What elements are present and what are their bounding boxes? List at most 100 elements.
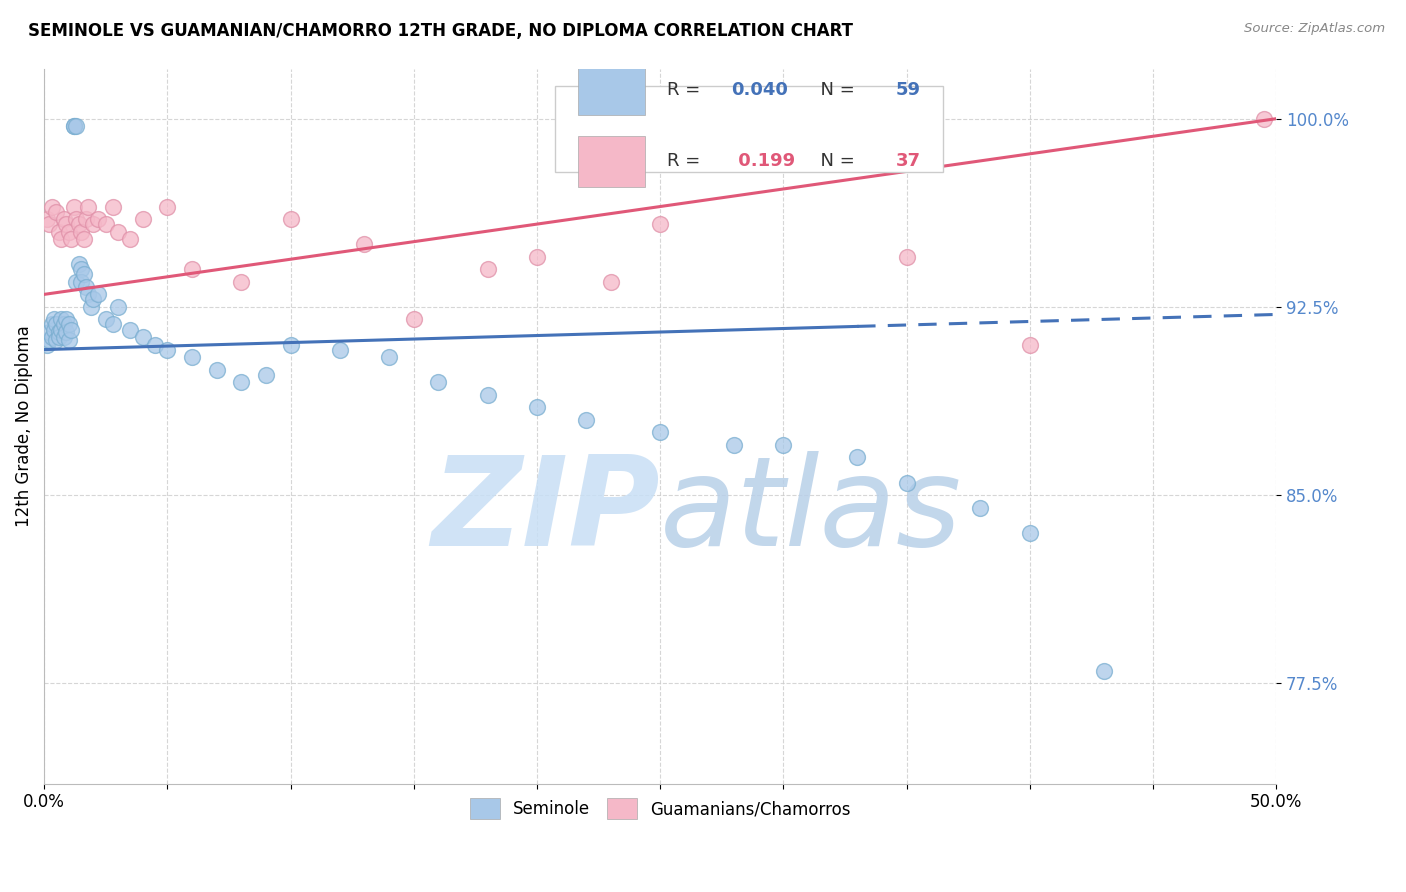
FancyBboxPatch shape [555, 87, 943, 172]
Point [51, 322, 73, 336]
Point [120, 322, 142, 336]
Point [477, 388, 499, 402]
Point [70, 275, 93, 289]
Point [205, 362, 228, 376]
Point [477, 262, 499, 277]
Point [51, 312, 73, 326]
Point [231, 375, 253, 389]
Point [62, 200, 84, 214]
Point [38, 217, 60, 231]
Point [55, 312, 77, 326]
Text: 59: 59 [896, 81, 921, 99]
Point [427, 375, 450, 389]
Point [48, 225, 70, 239]
Point [969, 500, 991, 515]
Point [101, 200, 124, 214]
Point [42, 312, 65, 326]
Point [526, 401, 548, 415]
Point [60, 232, 83, 246]
Point [231, 275, 253, 289]
Text: R =: R = [668, 81, 706, 99]
Point [65, 120, 87, 134]
Text: 0.199: 0.199 [731, 153, 794, 170]
Point [72, 268, 94, 282]
Point [353, 237, 375, 252]
Point [94, 312, 117, 326]
Point [58, 333, 80, 347]
Point [70, 225, 93, 239]
Text: ZIP: ZIP [432, 451, 659, 573]
Point [1018, 337, 1040, 351]
Text: 37: 37 [896, 153, 921, 170]
Point [52, 318, 75, 332]
Text: R =: R = [668, 153, 706, 170]
Point [65, 275, 87, 289]
Point [402, 312, 425, 326]
Point [38, 333, 60, 347]
Point [254, 368, 277, 382]
Text: atlas: atlas [659, 451, 962, 573]
Point [42, 322, 65, 336]
Point [772, 438, 794, 452]
Point [723, 438, 745, 452]
Point [181, 350, 204, 364]
Point [35, 212, 58, 227]
Point [131, 212, 153, 227]
Point [156, 343, 179, 357]
Point [62, 120, 84, 134]
Point [648, 217, 671, 231]
Point [1253, 112, 1275, 126]
Point [280, 212, 302, 227]
Point [526, 250, 548, 264]
Point [107, 225, 129, 239]
Point [87, 212, 110, 227]
Text: SEMINOLE VS GUAMANIAN/CHAMORRO 12TH GRADE, NO DIPLOMA CORRELATION CHART: SEMINOLE VS GUAMANIAN/CHAMORRO 12TH GRAD… [28, 22, 853, 40]
Point [94, 217, 117, 231]
Point [87, 287, 110, 301]
Point [48, 325, 70, 339]
Point [181, 262, 204, 277]
Point [51, 232, 73, 246]
Point [575, 413, 598, 427]
Point [378, 350, 401, 364]
Point [120, 232, 142, 246]
Point [45, 333, 67, 347]
Point [1018, 525, 1040, 540]
Point [67, 217, 90, 231]
Point [846, 450, 869, 465]
Point [77, 200, 100, 214]
Point [45, 204, 67, 219]
Point [45, 318, 67, 332]
Point [41, 330, 63, 344]
Text: N =: N = [810, 153, 860, 170]
Point [67, 257, 90, 271]
FancyBboxPatch shape [578, 65, 645, 115]
Point [55, 217, 77, 231]
Point [82, 217, 104, 231]
Point [131, 330, 153, 344]
Point [599, 275, 621, 289]
Text: Source: ZipAtlas.com: Source: ZipAtlas.com [1244, 22, 1385, 36]
Point [77, 287, 100, 301]
Text: 0.040: 0.040 [731, 81, 789, 99]
Point [58, 225, 80, 239]
FancyBboxPatch shape [578, 136, 645, 186]
Point [62, 120, 84, 134]
Point [1092, 664, 1115, 678]
Point [55, 325, 77, 339]
Point [60, 322, 83, 336]
Point [70, 262, 93, 277]
Point [52, 212, 75, 227]
Point [72, 232, 94, 246]
Point [41, 200, 63, 214]
Point [648, 425, 671, 440]
Point [38, 325, 60, 339]
Point [65, 212, 87, 227]
Point [75, 280, 97, 294]
Point [80, 300, 103, 314]
Point [101, 318, 124, 332]
Point [58, 318, 80, 332]
Point [896, 475, 918, 490]
Point [143, 337, 166, 351]
Point [896, 250, 918, 264]
